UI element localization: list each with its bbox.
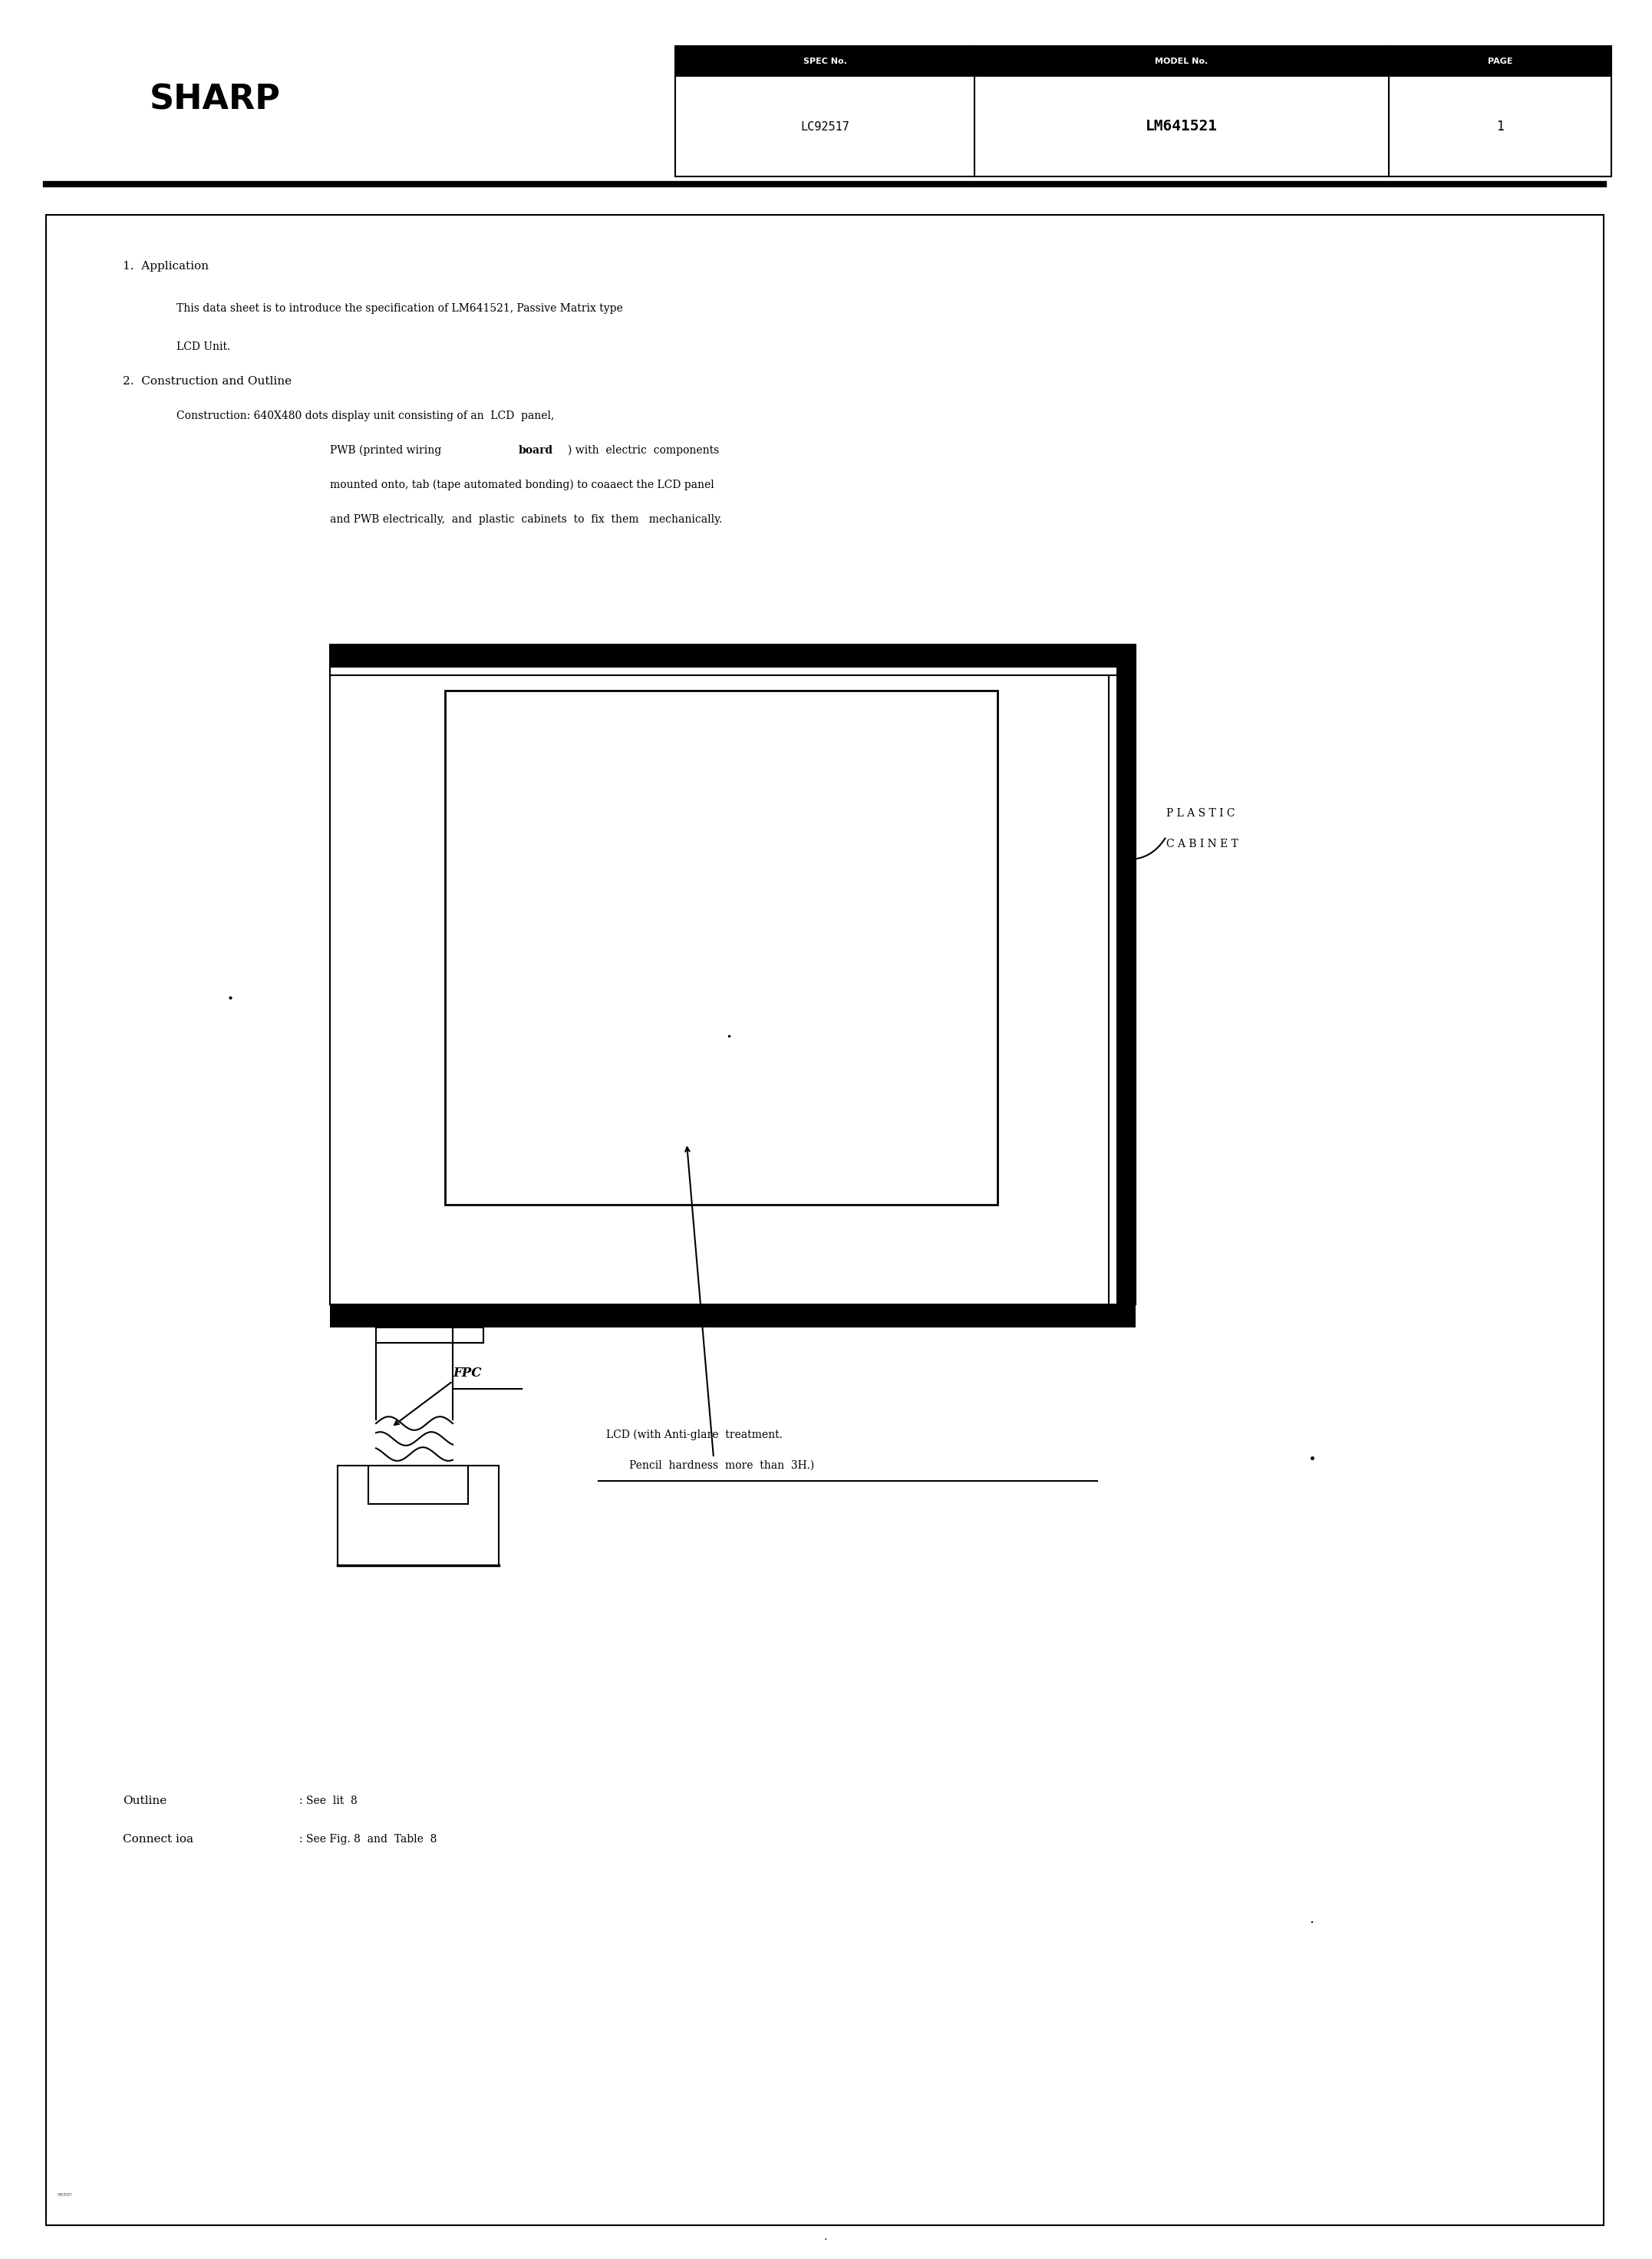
Text: LC92517: LC92517 bbox=[800, 120, 849, 133]
Text: board: board bbox=[519, 445, 553, 456]
Text: and PWB electrically,  and  plastic  cabinets  to  fix  them   mechanically.: and PWB electrically, and plastic cabine… bbox=[330, 515, 722, 524]
Text: PAGE: PAGE bbox=[1487, 56, 1513, 66]
Bar bbox=[330, 644, 1135, 669]
Bar bbox=[330, 644, 1135, 1303]
Text: C A B I N E T: C A B I N E T bbox=[1166, 838, 1239, 849]
Bar bbox=[676, 45, 1611, 176]
Text: mounted onto, tab (tape automated bonding) to coaaect the LCD panel: mounted onto, tab (tape automated bondin… bbox=[330, 479, 714, 490]
Text: Pencil  hardness  more  than  3H.): Pencil hardness more than 3H.) bbox=[629, 1459, 814, 1471]
Text: Connect ioa: Connect ioa bbox=[122, 1834, 193, 1846]
Bar bbox=[46, 215, 1604, 2225]
Bar bbox=[330, 1303, 1135, 1328]
Text: .: . bbox=[1310, 1911, 1315, 1925]
Text: SPEC No.: SPEC No. bbox=[803, 56, 847, 66]
Text: : See Fig. 8  and  Table  8: : See Fig. 8 and Table 8 bbox=[299, 1834, 436, 1846]
Text: SHARP: SHARP bbox=[149, 84, 281, 117]
Bar bbox=[444, 691, 998, 1204]
Text: 2.  Construction and Outline: 2. Construction and Outline bbox=[122, 375, 292, 386]
Bar bbox=[1117, 669, 1135, 1303]
Text: P L A S T I C: P L A S T I C bbox=[1166, 809, 1236, 818]
Text: : See  lit  8: : See lit 8 bbox=[299, 1796, 357, 1807]
Text: LCD (with Anti-glare  treatment.: LCD (with Anti-glare treatment. bbox=[606, 1430, 783, 1441]
Text: MODEL No.: MODEL No. bbox=[1155, 56, 1208, 66]
Text: This data sheet is to introduce the specification of LM641521, Passive Matrix ty: This data sheet is to introduce the spec… bbox=[177, 303, 623, 314]
Text: Outline: Outline bbox=[122, 1796, 167, 1807]
Text: 1.  Application: 1. Application bbox=[122, 260, 208, 271]
Bar bbox=[676, 77, 1611, 176]
Text: LCD Unit.: LCD Unit. bbox=[177, 341, 230, 352]
Text: ) with  electric  components: ) with electric components bbox=[568, 445, 719, 456]
Text: Construction: 640X480 dots display unit consisting of an  LCD  panel,: Construction: 640X480 dots display unit … bbox=[177, 411, 555, 420]
Text: eeeer: eeeer bbox=[58, 2191, 73, 2196]
Text: .: . bbox=[824, 2232, 828, 2243]
Text: LM641521: LM641521 bbox=[1145, 120, 1218, 133]
Text: FPC: FPC bbox=[453, 1367, 481, 1380]
Bar bbox=[676, 45, 1611, 77]
Text: 1: 1 bbox=[1497, 120, 1503, 133]
Text: PWB (printed wiring: PWB (printed wiring bbox=[330, 445, 444, 456]
